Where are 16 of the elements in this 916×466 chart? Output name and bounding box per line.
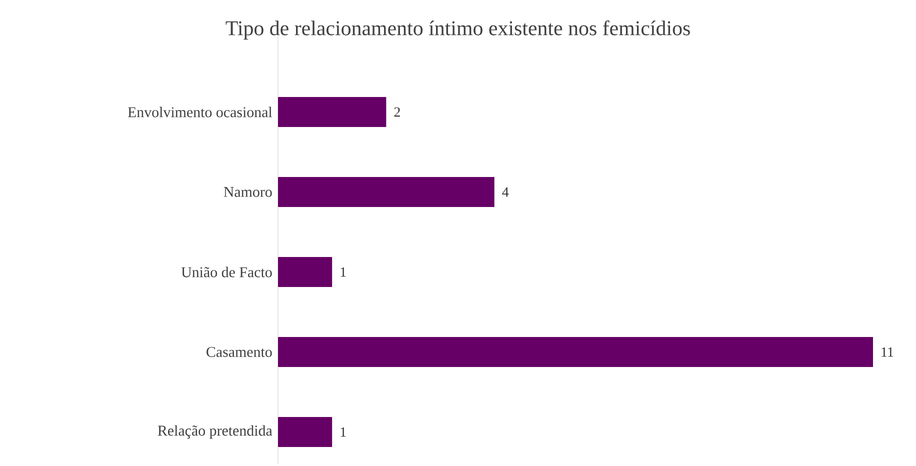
- data-label: 4: [502, 187, 509, 197]
- bar: [278, 416, 332, 447]
- y-tick-label: Envolvimento ocasional: [128, 106, 272, 118]
- bar: [278, 256, 332, 287]
- data-label: 1: [340, 267, 346, 277]
- bar: [278, 96, 386, 127]
- y-tick-label: União de Facto: [181, 266, 272, 278]
- data-label: 1: [340, 427, 346, 437]
- bar: [278, 176, 494, 207]
- y-tick-label: Casamento: [206, 346, 272, 357]
- y-tick-label: Namoro: [224, 187, 272, 197]
- data-label: 11: [882, 347, 894, 357]
- y-tick-label: Relação pretendida: [158, 425, 272, 439]
- chart-title: Tipo de relacionamento íntimo existente nos femicídios: [226, 20, 690, 40]
- bar: [278, 336, 874, 367]
- data-label: 2: [394, 107, 400, 117]
